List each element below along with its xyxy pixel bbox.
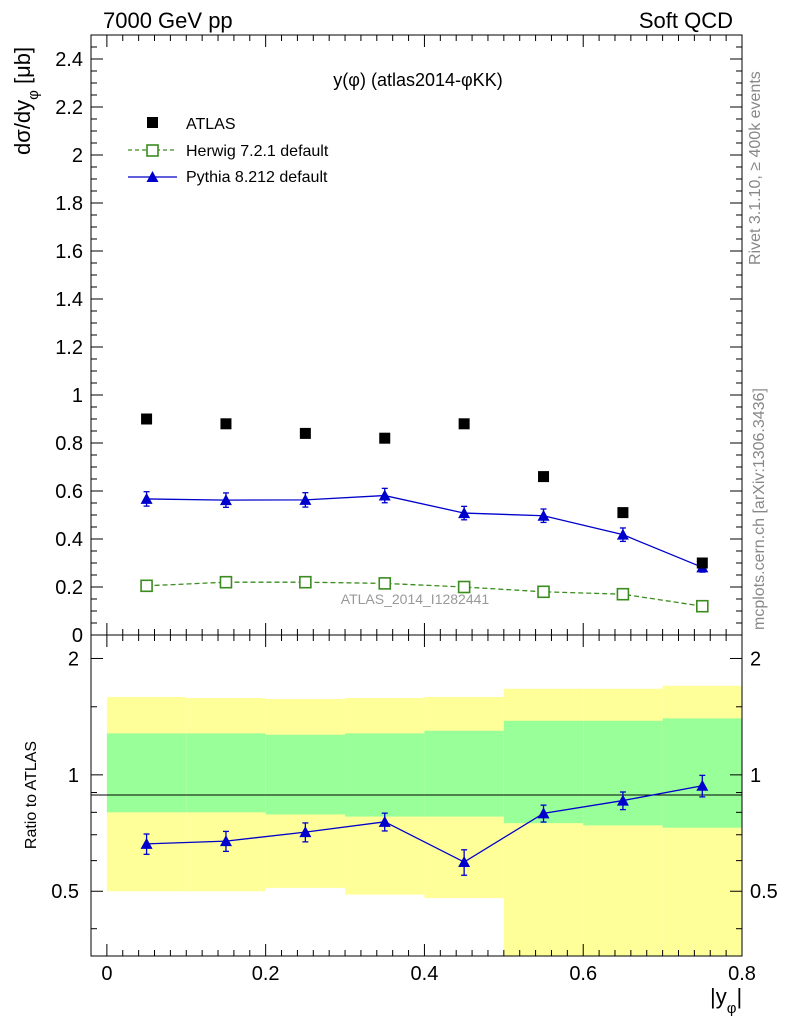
main-ytick-label: 1.6 [55, 241, 83, 263]
ratio-ytick-label-right: 2 [750, 648, 761, 670]
ratio-bands [106, 685, 742, 956]
herwig-point [378, 577, 392, 590]
ratio-pythia-point [219, 835, 232, 847]
legend-atlas-marker [147, 117, 158, 128]
stat-unc-band [345, 733, 425, 817]
ratio-series [140, 774, 709, 876]
atlas-point [617, 507, 629, 519]
main-ytick-label: 2.4 [55, 49, 83, 71]
main-ticks: 0 0.2 0.4 0.6 0.8 1 1.2 1.4 1.6 1.8 2 2.2 2.4 [55, 34, 743, 647]
ratio-pythia-point [378, 815, 391, 827]
ratio-ytick-label-right: 1 [750, 765, 761, 787]
atlas-point [458, 418, 470, 430]
ratio-xtick-label: 0.4 [411, 963, 439, 985]
ratio-xtick-label: 0 [101, 963, 112, 985]
herwig-point [219, 575, 233, 589]
main-panel: 0 0.2 0.4 0.6 0.8 1 1.2 1.4 1.6 1.8 2 2.2 2.4 y(φ) (… [10, 34, 743, 647]
ratio-ticks: 0.5 0.5 1 1 2 2 0 0.2 0.4 0.6 0.8 [51, 635, 778, 985]
legend-herwig-marker [146, 144, 159, 157]
herwig-line [146, 581, 703, 607]
legend: ATLAS Herwig 7.2.1 default Pythia 8.212 … [128, 116, 329, 186]
main-ytick-label: 0.2 [55, 577, 83, 599]
ratio-panel: 0.5 0.5 1 1 2 2 0 0.2 0.4 0.6 0.8 Ratio to ATLAS |… [23, 634, 778, 1017]
main-ytick-label: 0 [72, 625, 83, 647]
herwig-point [537, 585, 550, 599]
main-series [140, 413, 709, 613]
ratio-pythia-point [696, 779, 709, 791]
atlas-point [538, 471, 550, 483]
ratio-pythia-point [537, 807, 550, 819]
pythia-line [146, 494, 703, 568]
ratio-pythia-point [299, 826, 312, 838]
pythia-point [299, 493, 312, 505]
main-ytick-label: 0.4 [55, 529, 83, 551]
atlas-point [220, 418, 232, 430]
ratio-ytick-label: 0.5 [51, 881, 79, 903]
stat-unc-band [662, 718, 742, 828]
rivet-label: Rivet 3.1.10, ≥ 400k events [747, 71, 764, 265]
mcplots-label: mcplots.cern.ch [arXiv:1306.3436] [751, 388, 768, 630]
legend-herwig-label: Herwig 7.2.1 default [186, 143, 329, 160]
main-title: y(φ) (atlas2014-φKK) [333, 70, 502, 90]
main-ytick-label: 1.8 [55, 193, 83, 215]
herwig-point [696, 599, 709, 613]
pythia-point [378, 489, 391, 501]
pythia-point [537, 509, 550, 521]
main-ytick-label: 2 [72, 145, 83, 167]
atlas-point [379, 432, 391, 444]
ratio-xtick-label: 0.6 [569, 963, 597, 985]
ratio-pythia-point [458, 856, 471, 868]
ratio-ylabel: Ratio to ATLAS [23, 741, 40, 849]
ratio-pythia-line [146, 785, 703, 863]
ratio-pythia-point [140, 837, 153, 849]
herwig-point [299, 575, 312, 589]
pythia-point [140, 492, 153, 504]
ratio-ytick-label: 1 [68, 765, 79, 787]
herwig-point [140, 579, 153, 593]
ratio-pythia-point [616, 794, 629, 806]
stat-unc-band [424, 730, 504, 817]
pythia-point [458, 507, 471, 519]
pythia-point [219, 494, 232, 506]
stat-unc-band [106, 733, 187, 813]
ratio-ytick-label: 2 [68, 648, 79, 670]
ratio-xtick-label: 0.8 [728, 963, 756, 985]
main-ytick-label: 1.4 [55, 289, 83, 311]
main-ytick-label: 0.8 [55, 433, 83, 455]
stat-unc-band [186, 733, 266, 813]
atlas-point [141, 413, 153, 425]
ratio-xlabel: |yφ| [710, 984, 742, 1017]
header-right: Soft QCD [639, 8, 733, 33]
main-ylabel: dσ/dyφ [μb] [10, 47, 42, 155]
herwig-point [457, 580, 471, 594]
legend-atlas-label: ATLAS [186, 116, 236, 133]
pythia-point [616, 528, 629, 540]
atlas-point [299, 427, 311, 439]
main-ytick-label: 0.6 [55, 481, 83, 503]
legend-pythia-label: Pythia 8.212 default [186, 169, 328, 186]
main-ytick-label: 1.2 [55, 337, 83, 359]
main-ytick-label: 2.2 [55, 97, 83, 119]
ratio-xtick-label: 0.2 [252, 963, 280, 985]
header-left: 7000 GeV pp [103, 8, 233, 33]
main-watermark: ATLAS_2014_I1282441 [341, 591, 490, 607]
ratio-frame [90, 634, 743, 957]
main-ytick-label: 1 [72, 385, 83, 407]
legend-pythia-marker [146, 171, 159, 182]
herwig-point [616, 587, 630, 601]
atlas-point [696, 557, 708, 569]
stat-unc-band [265, 734, 346, 815]
ratio-ytick-label-right: 0.5 [750, 881, 778, 903]
